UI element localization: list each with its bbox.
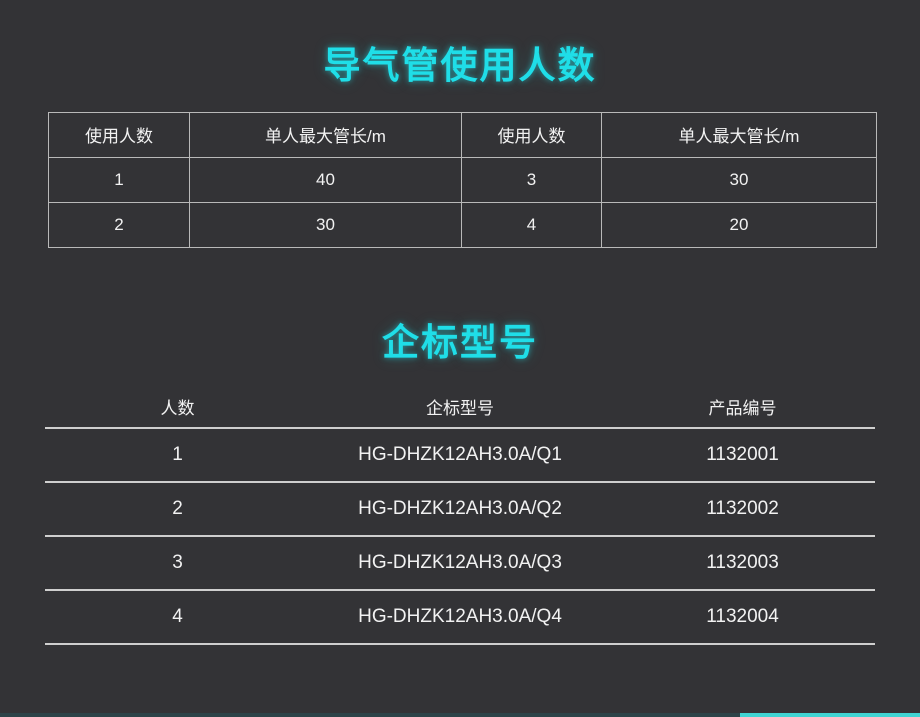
cell-users-left: 1	[48, 156, 190, 203]
column-header-person-count: 人数	[45, 385, 310, 430]
column-header-max-length-left: 单人最大管长/m	[189, 111, 462, 158]
cell-product-code: 1132003	[610, 536, 875, 592]
cell-users-left: 2	[48, 201, 190, 248]
cell-person-count: 4	[45, 590, 310, 646]
cell-product-code: 1132004	[610, 590, 875, 646]
table-row: 3 HG-DHZK12AH3.0A/Q3 1132003	[45, 536, 875, 592]
cell-max-length-right: 20	[601, 201, 877, 248]
gas-tube-user-count-table: 使用人数 单人最大管长/m 使用人数 单人最大管长/m 1 40 3 30 2 …	[48, 111, 877, 248]
column-header-users-right: 使用人数	[461, 111, 602, 158]
cell-max-length-left: 30	[189, 201, 462, 248]
bottom-accent-strip	[0, 712, 920, 717]
cell-users-right: 3	[461, 156, 602, 203]
cell-max-length-right: 30	[601, 156, 877, 203]
section-two-title: 企标型号	[382, 321, 538, 363]
cell-max-length-left: 40	[189, 156, 462, 203]
cell-model: HG-DHZK12AH3.0A/Q3	[310, 536, 610, 592]
cell-model: HG-DHZK12AH3.0A/Q2	[310, 482, 610, 538]
section-one-title: 导气管使用人数	[323, 44, 597, 86]
cell-person-count: 2	[45, 482, 310, 538]
column-header-model: 企标型号	[310, 385, 610, 430]
page-root: { "theme": { "background": "#333336", "a…	[0, 24, 920, 717]
cell-person-count: 3	[45, 536, 310, 592]
cell-product-code: 1132001	[610, 428, 875, 484]
cell-product-code: 1132002	[610, 482, 875, 538]
bottom-accent-highlight	[740, 712, 920, 717]
table-row: 2 HG-DHZK12AH3.0A/Q2 1132002	[45, 482, 875, 538]
table-row: 4 HG-DHZK12AH3.0A/Q4 1132004	[45, 590, 875, 646]
gas-tube-user-count-table-wrap: 使用人数 单人最大管长/m 使用人数 单人最大管长/m 1 40 3 30 2 …	[48, 111, 877, 248]
model-number-table-wrap: 人数 企标型号 产品编号 1 HG-DHZK12AH3.0A/Q1 113200…	[45, 385, 875, 646]
cell-model: HG-DHZK12AH3.0A/Q1	[310, 428, 610, 484]
table-header-row: 人数 企标型号 产品编号	[45, 385, 875, 430]
cell-users-right: 4	[461, 201, 602, 248]
cell-person-count: 1	[45, 428, 310, 484]
table-row: 1 40 3 30	[48, 156, 877, 203]
cell-model: HG-DHZK12AH3.0A/Q4	[310, 590, 610, 646]
model-number-table: 人数 企标型号 产品编号 1 HG-DHZK12AH3.0A/Q1 113200…	[45, 385, 875, 646]
column-header-max-length-right: 单人最大管长/m	[601, 111, 877, 158]
table-row: 1 HG-DHZK12AH3.0A/Q1 1132001	[45, 428, 875, 484]
column-header-product-code: 产品编号	[610, 385, 875, 430]
table-header-row: 使用人数 单人最大管长/m 使用人数 单人最大管长/m	[48, 111, 877, 158]
table-row: 2 30 4 20	[48, 201, 877, 248]
column-header-users-left: 使用人数	[48, 111, 190, 158]
